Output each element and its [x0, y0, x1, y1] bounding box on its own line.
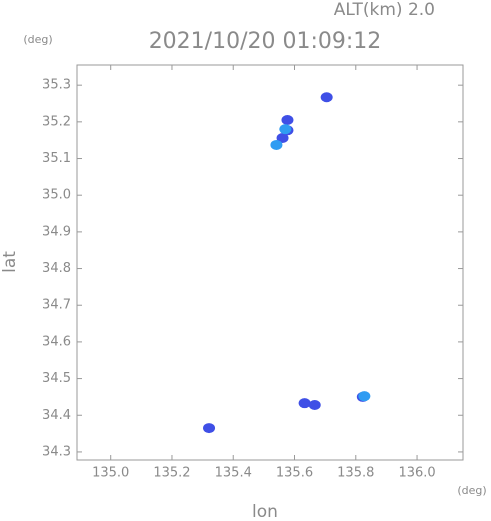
y-tick-label: 34.4	[42, 408, 71, 423]
x-tick-label: 135.0	[92, 466, 129, 481]
y-tick-label: 35.0	[42, 188, 71, 203]
y-tick-label: 34.5	[42, 371, 71, 386]
x-tick-label: 135.6	[276, 466, 313, 481]
y-tick-label: 34.8	[42, 261, 71, 276]
echo-cell	[270, 139, 283, 150]
y-tick-label: 34.7	[42, 298, 71, 313]
x-unit: (deg)	[457, 484, 486, 497]
y-tick-label: 34.6	[42, 334, 71, 349]
y-tick-label: 35.2	[42, 114, 71, 129]
y-tick-label: 34.9	[42, 224, 71, 239]
altitude-label: ALT(km) 2.0	[334, 0, 435, 20]
echo-cell	[298, 398, 311, 409]
x-tick-label: 135.4	[215, 466, 252, 481]
x-axis-label: lon	[252, 502, 278, 521]
x-tick-label: 135.2	[153, 466, 190, 481]
echo-cell	[308, 399, 321, 410]
echo-cell	[203, 423, 216, 434]
chart-title: 2021/10/20 01:09:12	[149, 29, 382, 54]
x-tick-label: 135.8	[337, 466, 374, 481]
y-tick-label: 34.3	[42, 444, 71, 459]
plot-frame	[76, 64, 464, 461]
echo-cell	[276, 132, 289, 143]
echo-cell	[281, 115, 294, 126]
x-tick-label: 136.0	[398, 466, 435, 481]
y-tick-label: 35.3	[42, 78, 71, 93]
y-axis-label: lat	[0, 251, 20, 273]
y-tick-label: 35.1	[42, 151, 71, 166]
echo-cell	[320, 92, 333, 103]
y-unit: (deg)	[23, 33, 52, 46]
echo-cell	[279, 124, 292, 135]
echo-cell	[358, 391, 371, 402]
